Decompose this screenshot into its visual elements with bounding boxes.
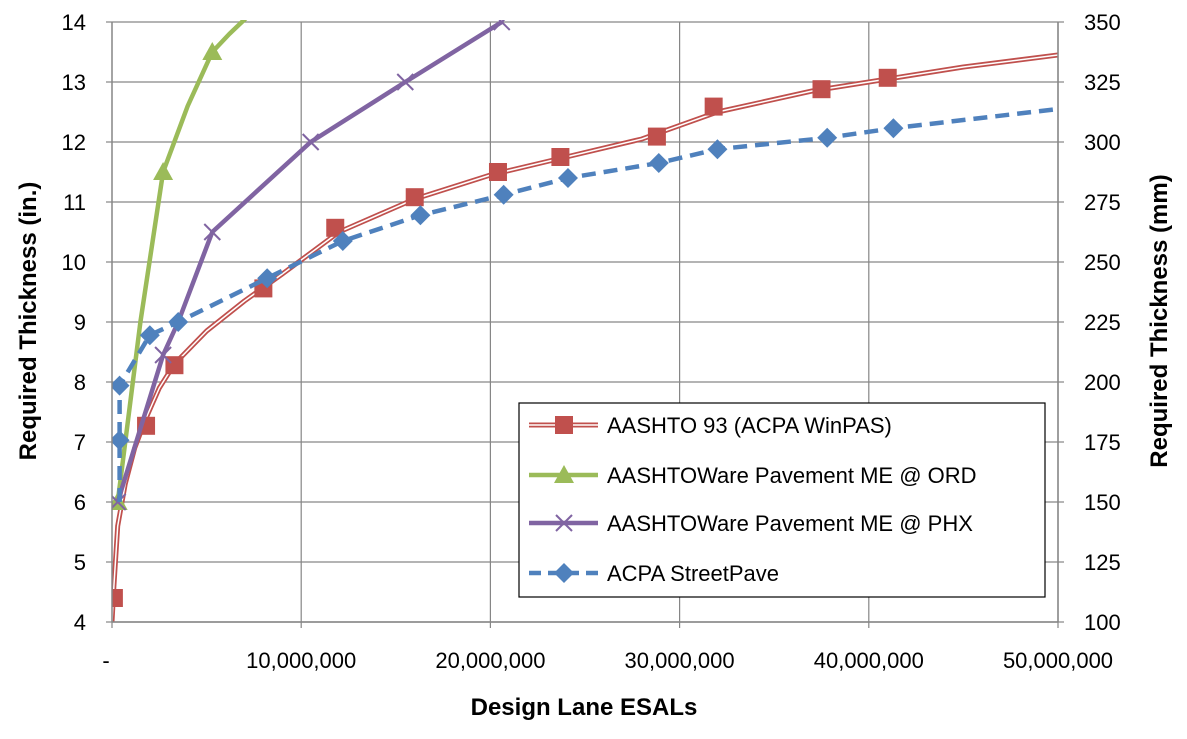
- y-tick-label: 7: [74, 430, 86, 455]
- legend-marker-triangle: [554, 465, 574, 483]
- data-point-streetpave: [112, 430, 130, 451]
- x-tick-label: 20,000,000: [435, 648, 545, 673]
- x-axis-ticks: - 10,000,000 20,000,000 30,000,000 40,000,00…: [102, 622, 1113, 673]
- y-tick-label: 13: [62, 70, 86, 95]
- y-tick-label: 9: [74, 310, 86, 335]
- data-point-streetpave: [139, 325, 160, 346]
- y-tick-label: 8: [74, 370, 86, 395]
- data-point-ord: [202, 42, 223, 60]
- legend-entry-ord: AASHTOWare Pavement ME @ ORD: [529, 463, 977, 488]
- legend-marker-diamond: [554, 563, 574, 583]
- data-point-phx: [493, 20, 511, 31]
- y-axis-title: Required Thickness (in.): [15, 182, 42, 461]
- legend-entry-aashto93: AASHTO 93 (ACPA WinPAS): [529, 413, 892, 438]
- data-point-aashto93: [812, 80, 831, 99]
- data-point-stroke: [396, 73, 414, 91]
- data-point-aashto93: [112, 589, 123, 607]
- data-point-streetpave: [817, 127, 838, 148]
- y-tick-label: 12: [62, 130, 86, 155]
- data-point-streetpave: [707, 139, 728, 160]
- data-point-aashto93: [704, 97, 723, 116]
- y2-tick-label: 150: [1084, 490, 1121, 515]
- data-point-aashto93: [405, 188, 424, 207]
- data-point-aashto93: [878, 68, 897, 87]
- y2-axis-ticks: 100 125 150 175 200 225 250 275 300 325 350: [1058, 10, 1121, 635]
- x-tick-label: 10,000,000: [246, 648, 356, 673]
- y2-tick-label: 300: [1084, 130, 1121, 155]
- legend-entry-streetpave: ACPA StreetPave: [529, 561, 779, 586]
- x-tick-label: 40,000,000: [814, 648, 924, 673]
- y-tick-label: 10: [62, 250, 86, 275]
- data-point-streetpave: [493, 184, 514, 205]
- data-point-aashto93: [326, 218, 345, 237]
- y2-tick-label: 175: [1084, 430, 1121, 455]
- legend-marker-square: [555, 416, 573, 434]
- series-phx: [112, 20, 511, 511]
- legend-label-phx: AASHTOWare Pavement ME @ PHX: [607, 511, 973, 536]
- x-axis-title: Design Lane ESALs: [471, 694, 698, 721]
- data-point-aashto93: [488, 163, 507, 181]
- legend-label-ord: AASHTOWare Pavement ME @ ORD: [607, 463, 977, 488]
- legend-marker-x: [555, 514, 573, 532]
- data-point-streetpave: [257, 268, 278, 289]
- series-streetpave: [112, 106, 1058, 502]
- data-point-streetpave: [332, 231, 353, 251]
- data-point-streetpave: [648, 153, 669, 173]
- data-point-phx: [301, 133, 320, 151]
- y-tick-label: 5: [74, 550, 86, 575]
- y2-tick-label: 225: [1084, 310, 1121, 335]
- data-point-phx: [154, 346, 172, 364]
- data-point-ord: [153, 162, 174, 180]
- data-point-aashto93: [647, 127, 666, 146]
- y2-tick-label: 250: [1084, 250, 1121, 275]
- series-layer: [112, 20, 1058, 623]
- y2-tick-label: 100: [1084, 610, 1121, 635]
- legend: AASHTO 93 (ACPA WinPAS) AASHTOWare Pavem…: [518, 402, 1046, 598]
- data-point-phx: [203, 223, 221, 241]
- y2-tick-label: 125: [1084, 550, 1121, 575]
- y2-tick-label: 200: [1084, 370, 1121, 395]
- data-point-streetpave: [168, 312, 189, 332]
- data-point-stroke: [493, 20, 506, 31]
- data-point-streetpave: [883, 118, 904, 139]
- y2-axis-title: Required Thickness (mm): [1146, 174, 1173, 467]
- y2-tick-label: 350: [1084, 10, 1121, 35]
- y-axis-ticks: 4 5 6 7 8 9 10 11 12 13 14: [62, 10, 112, 635]
- x-tick-label: -: [102, 648, 109, 673]
- data-point-phx: [396, 73, 414, 91]
- data-point-stroke: [301, 133, 320, 151]
- data-point-aashto93: [551, 148, 570, 166]
- data-point-streetpave: [557, 168, 578, 188]
- x-tick-label: 50,000,000: [1003, 648, 1113, 673]
- y-tick-label: 6: [74, 490, 86, 515]
- data-point-streetpave: [112, 375, 130, 396]
- series-clip-group: [112, 20, 1058, 623]
- y-tick-label: 14: [62, 10, 86, 35]
- data-point-stroke: [154, 346, 172, 364]
- data-point-streetpave: [410, 205, 431, 226]
- y2-tick-label: 275: [1084, 190, 1121, 215]
- series-line-ord: [115, 20, 248, 503]
- legend-box: [518, 402, 1046, 598]
- y-tick-label: 4: [74, 610, 86, 635]
- y-tick-label: 11: [63, 190, 86, 215]
- legend-label-streetpave: ACPA StreetPave: [607, 561, 779, 586]
- legend-label-aashto93: AASHTO 93 (ACPA WinPAS): [607, 413, 892, 438]
- legend-entry-phx: AASHTOWare Pavement ME @ PHX: [529, 511, 973, 536]
- x-tick-label: 30,000,000: [625, 648, 735, 673]
- y2-tick-label: 325: [1084, 70, 1121, 95]
- data-point-stroke: [203, 223, 221, 241]
